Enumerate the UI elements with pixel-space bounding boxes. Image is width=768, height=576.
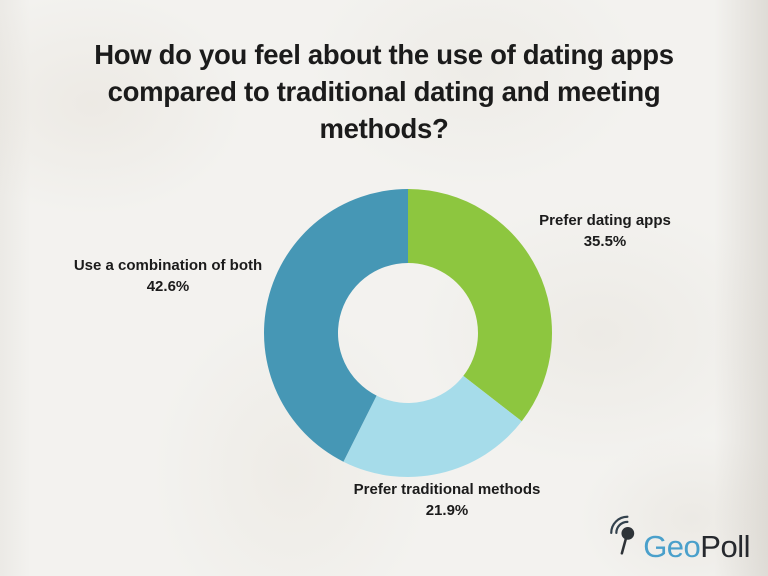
segment-label-prefer-traditional-methods: Prefer traditional methods 21.9% (335, 479, 559, 521)
donut-segment-prefer-dating-apps (408, 189, 552, 422)
donut-segment-prefer-traditional-methods (343, 375, 522, 477)
segment-label-prefer-dating-apps: Prefer dating apps 35.5% (515, 210, 695, 252)
segment-label-value: 35.5% (583, 233, 627, 250)
donut-chart-svg (264, 189, 552, 477)
logo-text-poll: Poll (700, 529, 750, 564)
title-line-2: compared to traditional dating and meeti… (107, 76, 661, 107)
segment-label-value: 21.9% (425, 502, 469, 519)
segment-label-text: Prefer traditional methods (353, 481, 541, 498)
donut-segment-use-a-combination-of-both (264, 189, 408, 462)
page-title: How do you feel about the use of dating … (22, 36, 746, 147)
geopoll-logo: GeoPoll (607, 512, 750, 564)
title-line-3: methods? (319, 113, 449, 144)
title-line-1: How do you feel about the use of dating … (94, 39, 674, 70)
segment-label-text: Prefer dating apps (539, 212, 671, 229)
segment-label-use-a-combination-of-both: Use a combination of both 42.6% (56, 255, 280, 297)
donut-chart (248, 173, 568, 493)
geopoll-wordmark: GeoPoll (643, 530, 750, 564)
segment-label-text: Use a combination of both (73, 257, 263, 274)
segment-label-value: 42.6% (146, 278, 190, 295)
map-pin-signal-icon (610, 515, 635, 555)
logo-text-geo: Geo (643, 529, 701, 564)
